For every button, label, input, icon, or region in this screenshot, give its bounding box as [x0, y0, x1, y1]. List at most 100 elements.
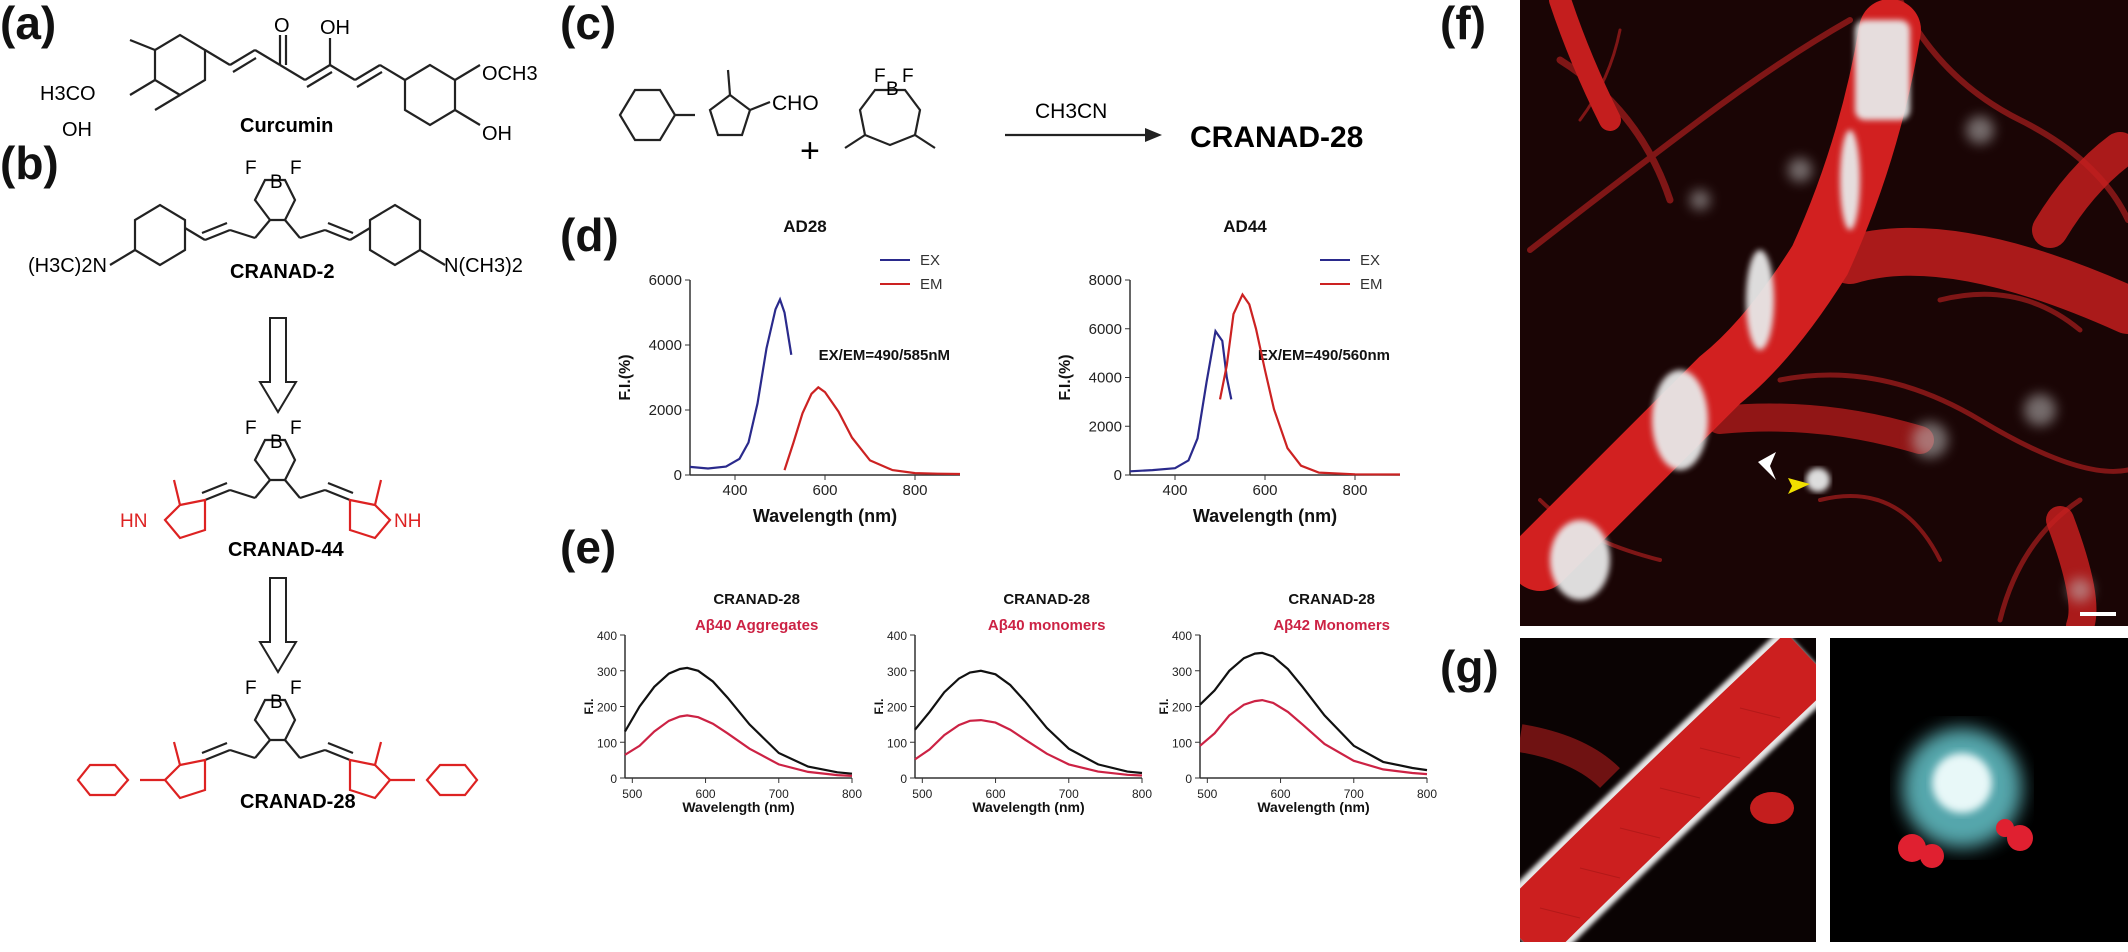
- cranad2-left-ring: [133, 203, 187, 267]
- y-tick-label: 100: [1172, 736, 1192, 750]
- y-tick-label: 4000: [1089, 370, 1122, 387]
- cranad2-name: CRANAD-2: [230, 261, 334, 283]
- y-axis-label: F.I.: [1157, 698, 1171, 714]
- y-tick-label: 400: [1172, 629, 1192, 643]
- y-tick-label: 300: [597, 665, 617, 679]
- bf2-fluorine-left: F: [245, 418, 257, 439]
- zoomed-vessel-image: [1520, 638, 1816, 942]
- x-tick-label: 800: [902, 482, 927, 499]
- series-ex-line: [1129, 328, 1233, 473]
- x-tick-label: 600: [812, 482, 837, 499]
- x-tick-label: 600: [1252, 482, 1277, 499]
- arrow-down-icon: [258, 317, 298, 414]
- bf2-boron: B: [270, 432, 283, 453]
- y-tick-label: 100: [597, 736, 617, 750]
- cranad44-nh-label: NH: [394, 511, 421, 532]
- x-axis-label: Wavelength (nm): [753, 506, 897, 526]
- aldehyde-label: CHO: [772, 92, 819, 115]
- abeta40-monomers-chart: 500 600 700 800 0 100 200 300 400 Wavelength (nm)…: [872, 591, 1152, 815]
- chart-annotation: EX/EM=490/560nm: [1258, 347, 1390, 364]
- cranad2-left-amine: (H3C)2N: [28, 255, 107, 277]
- bf2-fluorine-right: F: [290, 158, 302, 179]
- y-tick-label: 0: [674, 467, 682, 484]
- x-tick-label: 500: [1197, 787, 1217, 801]
- y-tick-label: 8000: [1089, 272, 1122, 289]
- y-tick-label: 400: [887, 629, 907, 643]
- x-tick-label: 400: [722, 482, 747, 499]
- bf2-boron: B: [886, 79, 899, 100]
- curcumin-name: Curcumin: [240, 115, 333, 137]
- ad28-spectrum-chart: 400 600 800 0 2000 4000 6000 Wavelength (nm) F.I…: [617, 217, 961, 526]
- cranad28-right-phenyl: [425, 763, 479, 797]
- y-tick-label: 200: [887, 701, 907, 715]
- curcumin-right-hydroxy: OH: [482, 123, 512, 145]
- chart-title: AD44: [1223, 217, 1267, 236]
- chart-title: CRANAD-28: [713, 591, 800, 608]
- y-tick-label: 200: [597, 701, 617, 715]
- panel-label-g: (g): [1440, 641, 1499, 693]
- left-benzene-ring: [153, 33, 207, 97]
- panel-label-c: (c): [560, 0, 617, 49]
- x-tick-label: 800: [1342, 482, 1367, 499]
- x-tick-label: 500: [912, 787, 932, 801]
- right-benzene-ring: [403, 63, 457, 127]
- bf2-fluorine-right: F: [290, 678, 302, 699]
- bf2-fluorine-left: F: [245, 158, 257, 179]
- x-axis-label: Wavelength (nm): [1193, 506, 1337, 526]
- bf2-fluorine-right: F: [290, 418, 302, 439]
- product-label: CRANAD-28: [1190, 121, 1363, 154]
- cranad2-right-amine: N(CH3)2: [444, 255, 523, 277]
- y-tick-label: 100: [887, 736, 907, 750]
- abeta40-aggregates-chart: 500 600 700 800 0 100 200 300 400 Wavelength (nm)…: [582, 591, 862, 815]
- y-tick-label: 2000: [1089, 418, 1122, 435]
- cranad44-hn-label: HN: [120, 511, 147, 532]
- cranad44-right-pyrazole: [348, 498, 392, 540]
- series-line-0: [1199, 651, 1428, 772]
- curcumin-left-hydroxy: OH: [62, 119, 92, 141]
- chart-title: CRANAD-28: [1003, 591, 1090, 608]
- plus-sign: +: [800, 132, 820, 170]
- bf2-fluorine-right: F: [902, 66, 914, 87]
- y-axis-label: F.I.: [582, 698, 596, 714]
- x-tick-label: 800: [1417, 787, 1437, 801]
- cranad44-name: CRANAD-44: [228, 539, 344, 561]
- x-tick-label: 500: [622, 787, 642, 801]
- curcumin-enol-hydroxy: OH: [320, 17, 350, 39]
- y-tick-label: 4000: [649, 337, 682, 354]
- cranad28-left-phenyl: [76, 763, 130, 797]
- y-axis-label: F.I.(%): [617, 354, 634, 400]
- legend-label: EX: [920, 252, 940, 269]
- y-axis-label: F.I.(%): [1057, 354, 1074, 400]
- chart-subtitle: Aβ40 Aggregates: [695, 617, 818, 634]
- series-em-line: [783, 385, 961, 476]
- bf2-acac-ring: [858, 88, 922, 147]
- panel-label-e: (e): [560, 521, 617, 573]
- series-line-1: [914, 718, 1143, 777]
- curcumin-keto-oxygen: O: [274, 15, 290, 37]
- y-tick-label: 0: [1114, 467, 1122, 484]
- curcumin-right-methoxy: OCH3: [482, 63, 538, 85]
- x-axis-label: Wavelength (nm): [682, 799, 794, 815]
- series-line-0: [914, 669, 1143, 775]
- cranad2-right-ring: [368, 203, 422, 267]
- x-tick-label: 400: [1162, 482, 1187, 499]
- pyrazole-ring: [708, 93, 752, 137]
- legend-label: EM: [1360, 276, 1383, 293]
- in-vivo-two-photon-image: [1520, 0, 2128, 626]
- cranad28-structure: F B F CRANAD-28: [76, 678, 479, 813]
- panel-label-b: (b): [0, 137, 59, 189]
- reaction-arrow-icon: [1145, 128, 1162, 142]
- cranad44-left-pyrazole: [163, 498, 207, 540]
- bf2-fluorine-left: F: [874, 66, 886, 87]
- panel-label-a: (a): [0, 0, 57, 49]
- cranad2-structure: F B F (H3C)2N N(CH3)2 CRANAD-2: [28, 158, 523, 283]
- x-axis-label: Wavelength (nm): [972, 799, 1084, 815]
- x-tick-label: 700: [769, 787, 789, 801]
- y-tick-label: 0: [1185, 772, 1192, 786]
- white-arrowhead-icon: [1758, 452, 1776, 480]
- chart-title: AD28: [783, 217, 826, 236]
- reaction-scheme: CHO + F B F CH3CN CRANAD-28: [618, 66, 1363, 170]
- bf2-boron: B: [270, 172, 283, 193]
- panel-label-d: (d): [560, 209, 619, 261]
